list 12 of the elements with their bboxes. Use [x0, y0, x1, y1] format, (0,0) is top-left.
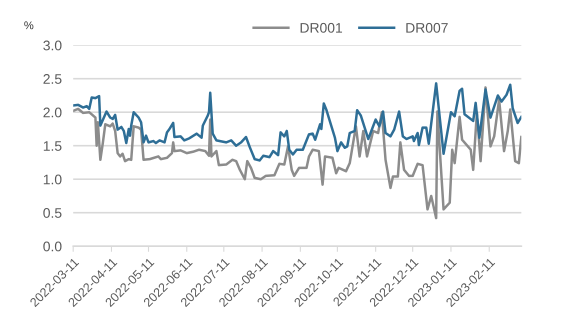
- y-tick-label: 1.5: [44, 141, 62, 151]
- y-axis-title: %: [24, 21, 34, 30]
- y-tick-label: 2.0: [43, 108, 62, 118]
- y-tick-label: 0.5: [43, 208, 62, 218]
- line-series: [73, 82, 522, 162]
- y-tick-label: 3.0: [43, 40, 62, 50]
- legend-label: DR001: [300, 22, 342, 33]
- line-series: [73, 86, 522, 220]
- y-tick-label: 1.0: [44, 174, 62, 184]
- y-tick-label: 0.0: [43, 242, 62, 252]
- y-tick-label: 2.5: [43, 74, 62, 84]
- legend-label: DR007: [406, 22, 448, 33]
